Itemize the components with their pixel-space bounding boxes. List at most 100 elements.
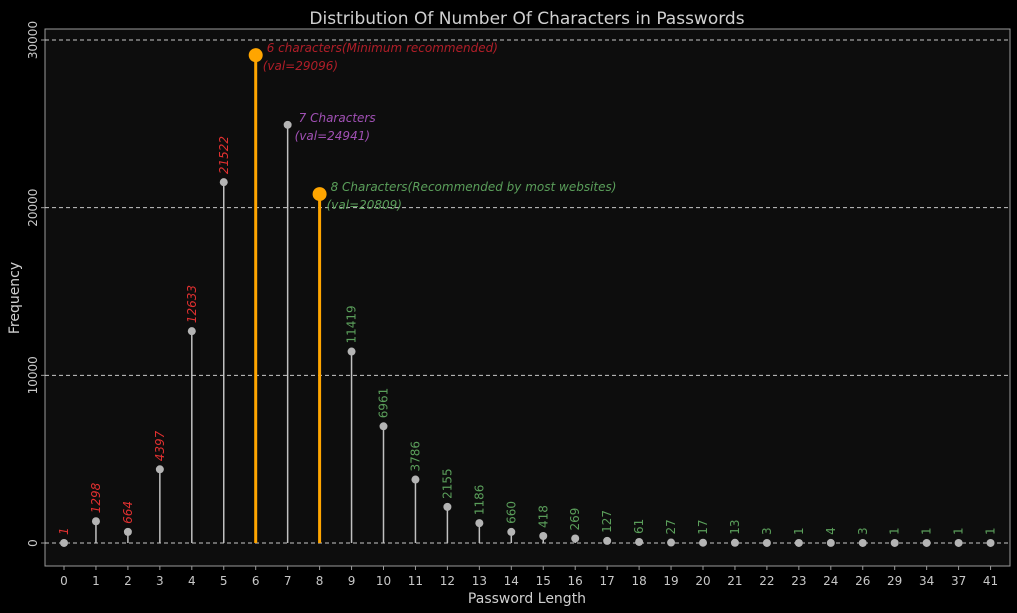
x-tick-label: 5 (220, 574, 228, 588)
x-tick-label: 8 (316, 574, 324, 588)
point (411, 475, 420, 484)
x-tick-label: 11 (408, 574, 423, 588)
x-tick-label: 29 (887, 574, 902, 588)
point (123, 527, 132, 536)
point (312, 187, 327, 202)
value-label: 21522 (217, 136, 231, 174)
point (603, 536, 612, 545)
x-tick-label: 19 (663, 574, 678, 588)
x-tick-label: 10 (376, 574, 391, 588)
value-label: 13 (728, 520, 742, 535)
point (283, 120, 292, 129)
annotation-line1: 6 characters(Minimum recommended) (267, 41, 498, 55)
value-label: 1 (888, 527, 902, 535)
x-axis-ticks: 0 1 2 3 4 5 6 7 8 9 10 11 12 13 14 15 16 17 18 19 20 21 22 23 24… (60, 566, 998, 588)
point (443, 502, 452, 511)
x-tick-label: 22 (759, 574, 774, 588)
point (954, 538, 963, 547)
point (858, 538, 867, 547)
point (890, 538, 899, 547)
x-tick-label: 7 (284, 574, 292, 588)
x-tick-label: 21 (727, 574, 742, 588)
x-axis-title: Password Length (468, 591, 586, 607)
point (347, 347, 356, 356)
point (667, 538, 676, 547)
y-tick-label: 20000 (26, 189, 40, 227)
value-label: 4 (824, 527, 838, 535)
value-label: 3 (760, 527, 774, 535)
value-label: 1298 (89, 482, 103, 513)
x-tick-label: 24 (823, 574, 838, 588)
value-label: 127 (600, 510, 614, 533)
y-tick-label: 0 (26, 539, 40, 547)
x-tick-label: 18 (631, 574, 646, 588)
value-label: 664 (121, 501, 135, 524)
y-axis-ticks: 0 10000 20000 30000 (26, 21, 45, 547)
x-tick-label: 34 (919, 574, 934, 588)
point (248, 48, 263, 63)
x-tick-label: 6 (252, 574, 260, 588)
value-label: 1 (57, 527, 71, 535)
x-tick-label: 15 (536, 574, 551, 588)
chart-title: Distribution Of Number Of Characters in … (309, 9, 744, 29)
value-label: 4397 (153, 430, 167, 461)
point (539, 531, 548, 540)
point (699, 538, 707, 547)
value-label: 660 (504, 501, 518, 524)
x-tick-label: 26 (855, 574, 870, 588)
value-label: 269 (568, 508, 582, 531)
point (794, 538, 803, 547)
x-tick-label: 4 (188, 574, 196, 588)
x-tick-label: 9 (348, 574, 356, 588)
point (571, 534, 580, 543)
point (187, 327, 196, 336)
value-label: 3 (856, 527, 870, 535)
y-tick-label: 30000 (26, 21, 40, 59)
point (155, 465, 164, 474)
value-label: 27 (664, 519, 678, 534)
value-label: 418 (536, 505, 550, 528)
x-tick-label: 14 (504, 574, 519, 588)
value-label: 17 (696, 519, 710, 534)
value-label: 1 (952, 527, 966, 535)
x-tick-label: 13 (472, 574, 487, 588)
x-tick-label: 37 (951, 574, 966, 588)
x-tick-label: 23 (791, 574, 806, 588)
value-labels: 1 1298 664 4397 12633 21522 11419 6961 3786 2155 1… (57, 136, 998, 535)
point (507, 527, 516, 536)
value-label: 1186 (472, 485, 486, 516)
x-tick-label: 41 (983, 574, 998, 588)
annotation-line1: 7 Characters (299, 111, 376, 125)
x-tick-label: 3 (156, 574, 164, 588)
annotation-line2: (val=29096) (263, 59, 338, 73)
x-tick-label: 12 (440, 574, 455, 588)
x-tick-label: 20 (695, 574, 710, 588)
point (60, 538, 68, 547)
point (379, 422, 388, 431)
point (826, 538, 835, 547)
value-label: 3786 (408, 441, 422, 472)
y-axis-title: Frequency (7, 262, 23, 334)
point (730, 538, 739, 547)
value-label: 1 (920, 527, 934, 535)
point (922, 538, 931, 547)
value-label: 61 (632, 519, 646, 534)
x-tick-label: 2 (124, 574, 132, 588)
stems (63, 55, 992, 543)
plot-panel (44, 28, 1011, 567)
annotation-line1: 8 Characters(Recommended by most website… (331, 180, 617, 194)
point (219, 178, 228, 187)
x-tick-label: 17 (600, 574, 615, 588)
value-label: 1 (792, 527, 806, 535)
value-label: 12633 (185, 285, 199, 323)
point (475, 519, 484, 528)
value-label: 6961 (377, 388, 391, 419)
annotation-line2: (val=24941) (295, 129, 370, 143)
points (60, 48, 995, 547)
value-label: 1 (984, 527, 998, 535)
annotation-line2: (val=20809) (327, 198, 402, 212)
x-tick-label: 0 (60, 574, 68, 588)
point (635, 537, 644, 546)
x-tick-label: 16 (568, 574, 583, 588)
